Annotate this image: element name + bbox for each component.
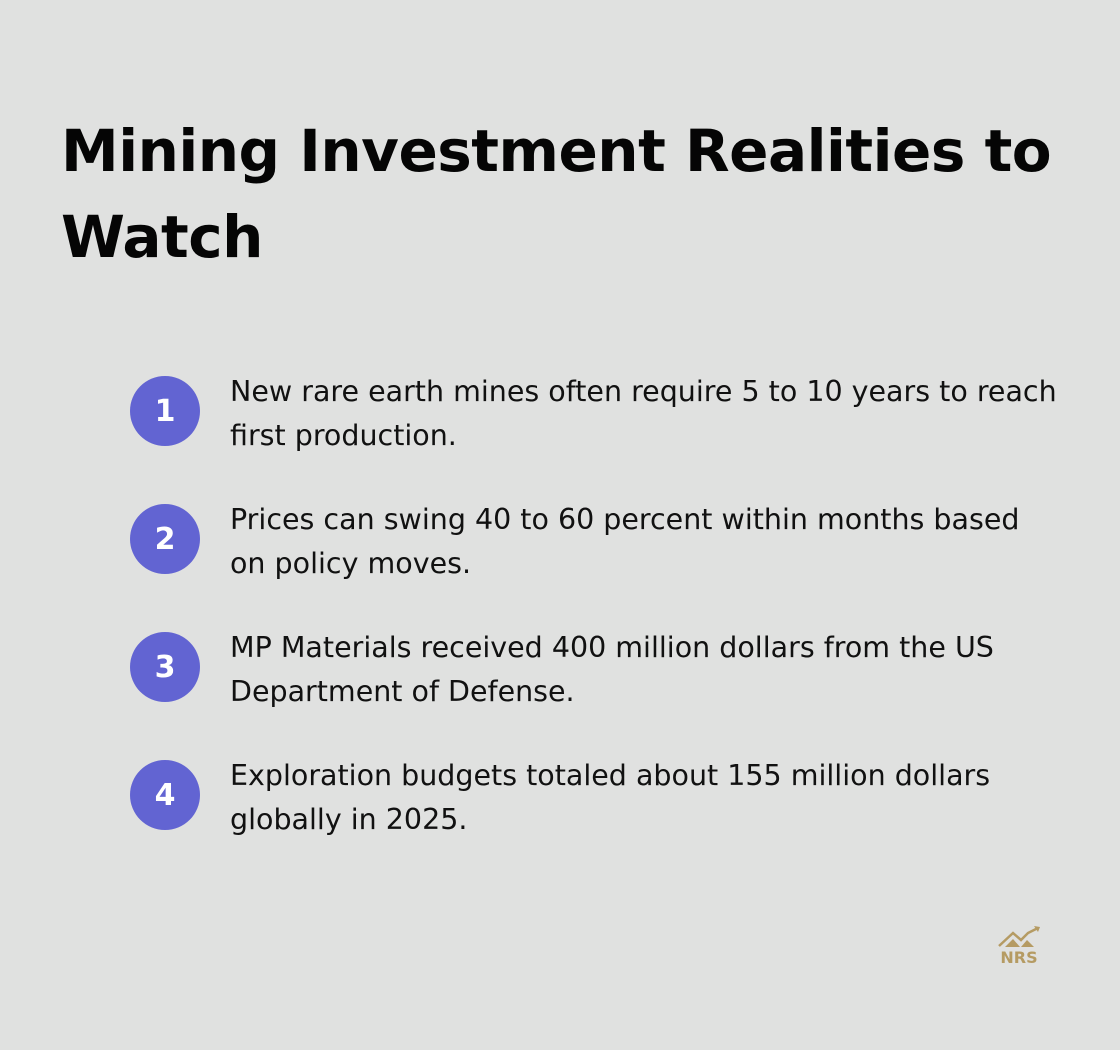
realities-list: 1 New rare earth mines often require 5 t… bbox=[130, 370, 1070, 882]
item-text: MP Materials received 400 million dollar… bbox=[230, 631, 994, 708]
number-badge: 2 bbox=[130, 504, 200, 574]
item-text: Exploration budgets totaled about 155 mi… bbox=[230, 759, 991, 836]
list-item: 3 MP Materials received 400 million doll… bbox=[130, 626, 1070, 754]
number-badge: 1 bbox=[130, 376, 200, 446]
list-item: 1 New rare earth mines often require 5 t… bbox=[130, 370, 1070, 498]
logo-text: NRS bbox=[1000, 948, 1038, 967]
number-badge: 3 bbox=[130, 632, 200, 702]
list-item: 2 Prices can swing 40 to 60 percent with… bbox=[130, 498, 1070, 626]
mountain-arrow-icon bbox=[998, 926, 1040, 947]
item-text: Prices can swing 40 to 60 percent within… bbox=[230, 503, 1020, 580]
number-badge: 4 bbox=[130, 760, 200, 830]
page-title: Mining Investment Realities to Watch bbox=[61, 117, 1052, 271]
list-item: 4 Exploration budgets totaled about 155 … bbox=[130, 754, 1070, 882]
item-text: New rare earth mines often require 5 to … bbox=[230, 375, 1057, 452]
nrs-logo: NRS bbox=[996, 926, 1042, 968]
